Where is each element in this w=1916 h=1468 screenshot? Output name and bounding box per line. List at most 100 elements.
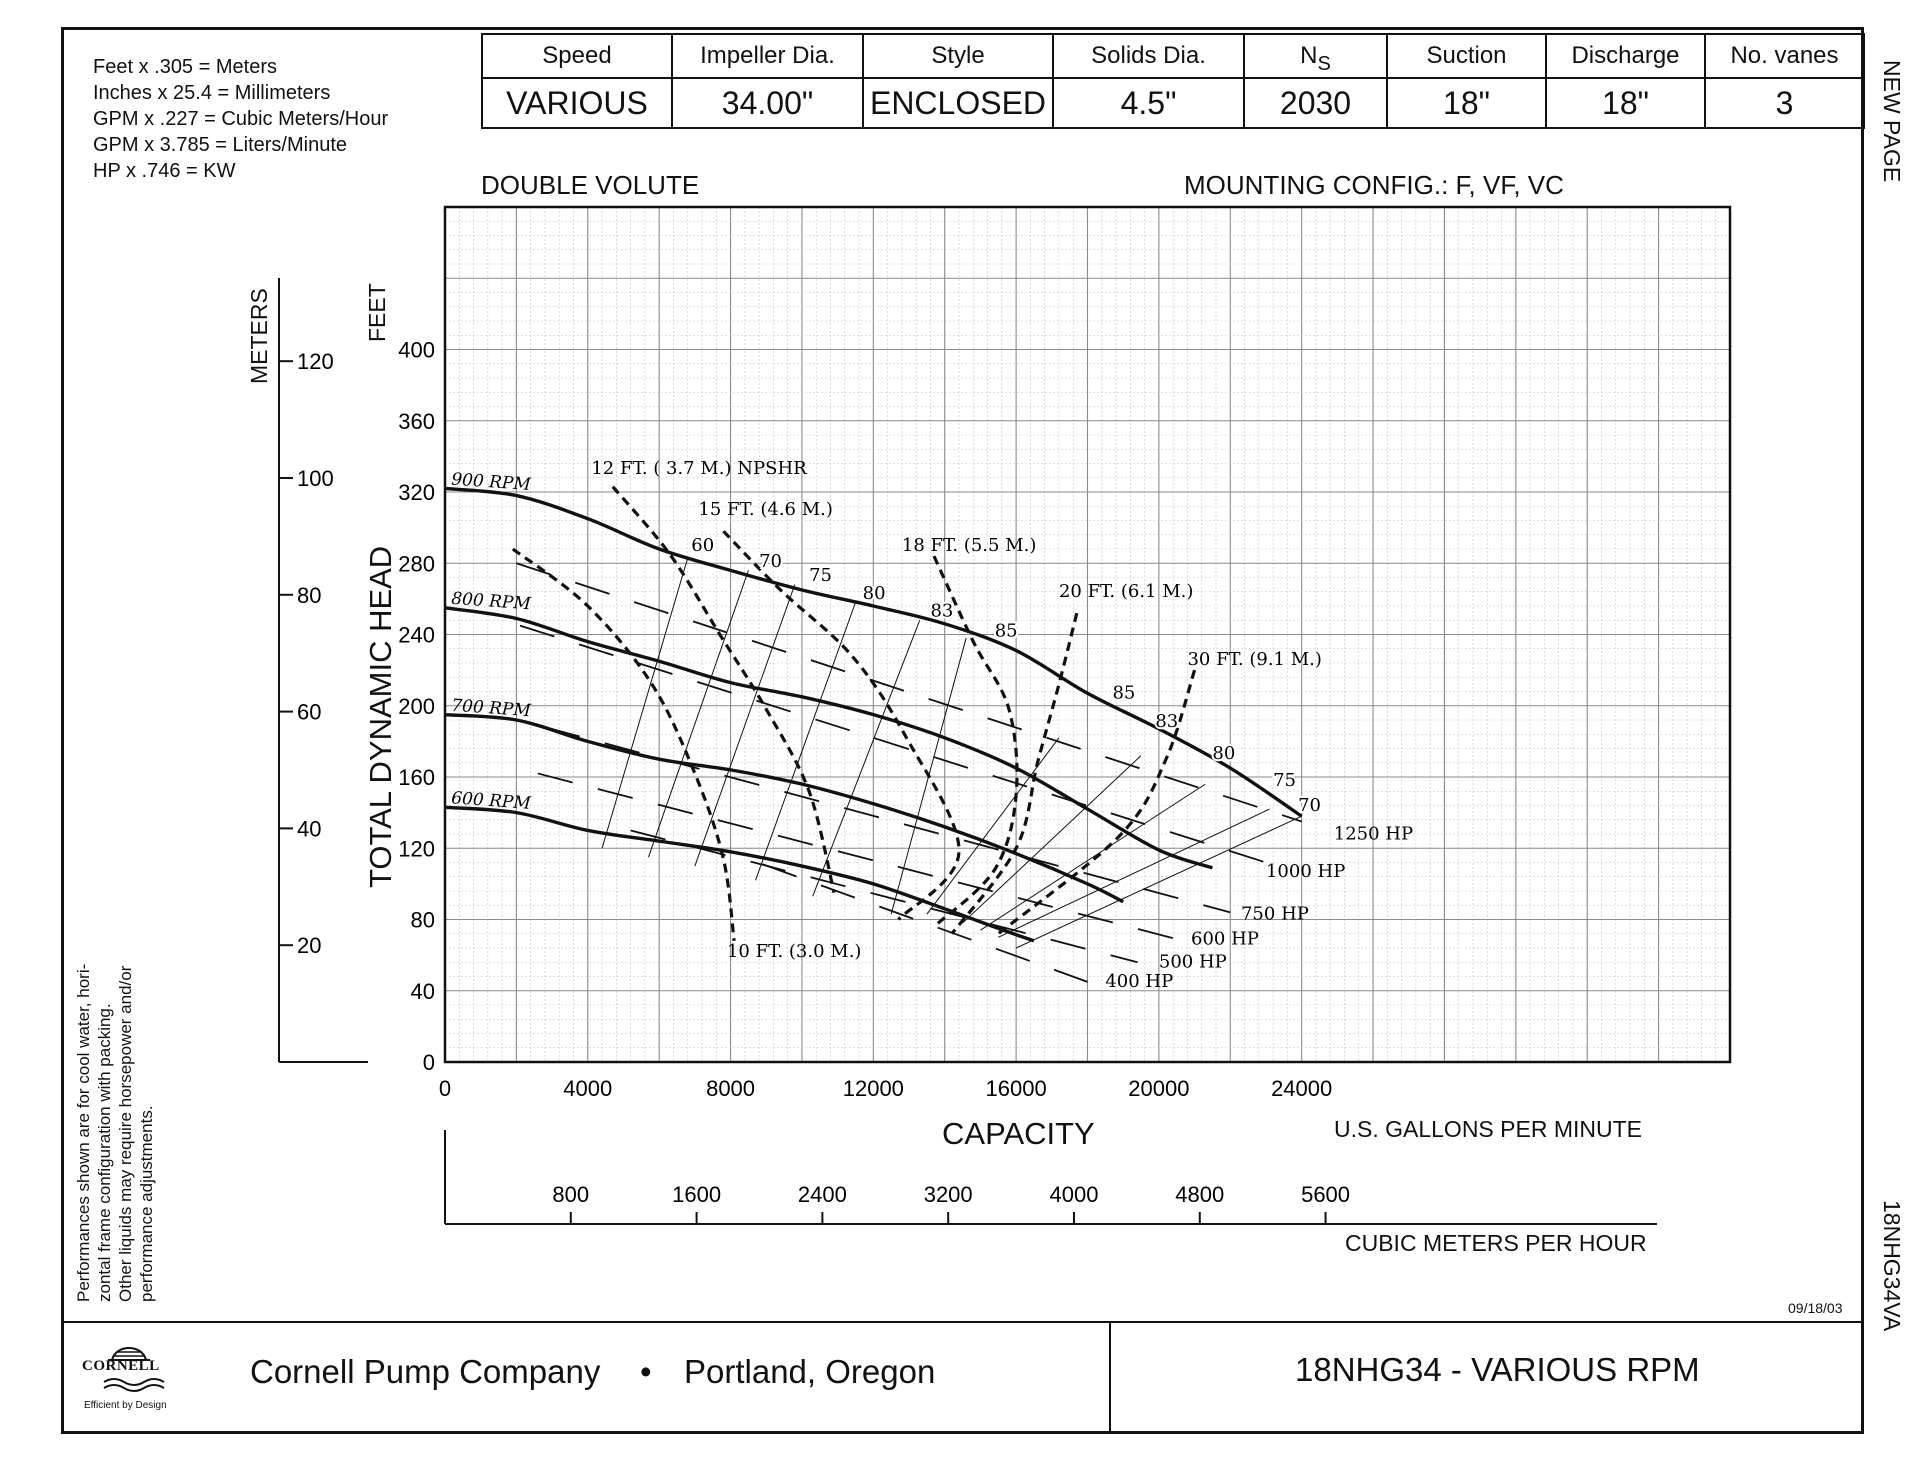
cmh-tick-label: 2400 — [798, 1182, 847, 1207]
conversion-line: GPM x 3.785 = Liters/Minute — [93, 134, 348, 156]
horsepower-label: 1250 HP — [1334, 823, 1413, 844]
rpm-curve — [444, 805, 1035, 943]
y-tick-label: 400 — [398, 338, 435, 363]
efficiency-label: 85 — [995, 620, 1018, 641]
spec-header: No. vanes — [1704, 33, 1865, 79]
efficiency-label: 75 — [1273, 770, 1296, 791]
cmh-tick-label: 800 — [552, 1182, 589, 1207]
footer-bullet: • — [640, 1353, 652, 1390]
npshr-curve — [997, 669, 1197, 935]
conversion-line: Inches x 25.4 = Millimeters — [93, 82, 331, 104]
cmh-tick-label: 4800 — [1175, 1182, 1224, 1207]
efficiency-line — [998, 808, 1270, 938]
rpm-label: 700 RPM — [451, 696, 532, 722]
spec-value: 34.00" — [671, 77, 864, 129]
x-tick-label: 12000 — [843, 1076, 904, 1101]
x-axis-title: CAPACITY — [942, 1116, 1095, 1151]
spec-value: 2030 — [1243, 77, 1388, 129]
meters-tick-label: 120 — [297, 349, 334, 374]
horsepower-line — [762, 863, 1088, 983]
efficiency-line — [962, 755, 1142, 924]
conversion-line: HP x .746 = KW — [93, 160, 236, 182]
y-tick-label: 40 — [411, 979, 435, 1004]
cmh-tick-label: 1600 — [672, 1182, 721, 1207]
sheet-border — [61, 27, 1864, 1434]
efficiency-line — [980, 783, 1206, 931]
efficiency-label: 83 — [930, 601, 953, 622]
x-tick-label: 8000 — [706, 1076, 755, 1101]
horsepower-label: 750 HP — [1241, 904, 1309, 925]
horsepower-line — [519, 624, 1267, 864]
unit-conversions: Feet x .305 = Meters Inches x 25.4 = Mil… — [93, 54, 388, 184]
spec-header: Style — [862, 33, 1054, 79]
spec-value: VARIOUS — [481, 77, 673, 129]
y-tick-label: 160 — [398, 765, 435, 790]
note-line: Performances shown are for cool water, h… — [74, 963, 93, 1302]
horsepower-line — [630, 829, 1138, 964]
efficiency-label: 85 — [1112, 683, 1135, 704]
efficiency-label: 75 — [809, 565, 832, 586]
spec-value: 4.5" — [1052, 77, 1245, 129]
logo-wave-icon — [103, 1378, 165, 1392]
horsepower-label: 600 HP — [1191, 928, 1259, 949]
ns-subscript: S — [1317, 53, 1331, 75]
horsepower-label: 400 HP — [1105, 971, 1173, 992]
y-tick-label: 320 — [398, 480, 435, 505]
x-axis-unit-cmh: CUBIC METERS PER HOUR — [1345, 1230, 1647, 1256]
npshr-curve — [722, 530, 961, 921]
efficiency-line — [647, 570, 749, 858]
npshr-curve — [511, 547, 736, 942]
logo-emblem-icon — [108, 1347, 150, 1361]
rpm-curve — [444, 712, 1124, 904]
efficiency-label: 80 — [863, 583, 886, 604]
spec-value: ENCLOSED — [862, 77, 1054, 129]
y-tick-label: 200 — [398, 694, 435, 719]
efficiency-label: 70 — [759, 551, 782, 572]
spec-header: Speed — [481, 33, 673, 79]
x-tick-label: 0 — [439, 1076, 451, 1101]
rpm-curves — [444, 486, 1303, 943]
meters-tick-label: 100 — [297, 466, 334, 491]
efficiency-label: 70 — [1298, 795, 1321, 816]
x-tick-label: 16000 — [986, 1076, 1047, 1101]
npshr-curve — [950, 612, 1079, 935]
revision-date: 09/18/03 — [1788, 1300, 1843, 1316]
npshr-label: 20 FT. (6.1 M.) — [1059, 581, 1193, 602]
x-tick-label: 24000 — [1271, 1076, 1332, 1101]
performance-notes: Performances shown are for cool water, h… — [73, 964, 157, 1302]
efficiency-line — [812, 620, 921, 897]
cmh-tick-label: 4000 — [1050, 1182, 1099, 1207]
spec-value: 3 — [1704, 77, 1865, 129]
npshr-label: 12 FT. ( 3.7 M.) NPSHR — [591, 458, 807, 479]
logo-name: CORNELL — [82, 1358, 160, 1374]
y-tick-label: 0 — [423, 1050, 435, 1075]
conversion-line: Feet x .305 = Meters — [93, 56, 277, 78]
horsepower-line — [537, 772, 1177, 940]
mounting-config: MOUNTING CONFIG.: F, VF, VC — [1184, 170, 1564, 200]
npshr-curves — [511, 485, 1197, 942]
y-tick-label: 80 — [411, 908, 435, 933]
logo-tagline: Efficient by Design — [84, 1400, 167, 1411]
y-tick-label: 120 — [398, 836, 435, 861]
spec-table: Speed Impeller Dia. Style Solids Dia. NS… — [481, 33, 1865, 129]
spec-header: Impeller Dia. — [671, 33, 864, 79]
y-tick-label: 240 — [398, 623, 435, 648]
efficiency-line — [601, 557, 689, 849]
meters-tick-label: 40 — [297, 816, 321, 841]
y-axis-unit-feet: FEET — [364, 283, 390, 342]
volute-type: DOUBLE VOLUTE — [481, 170, 700, 200]
meters-tick-label: 80 — [297, 583, 321, 608]
npshr-label: 30 FT. (9.1 M.) — [1187, 649, 1321, 670]
efficiency-lines — [601, 557, 1302, 949]
spec-value: 18" — [1545, 77, 1706, 129]
y-tick-label: 360 — [398, 409, 435, 434]
efficiency-line — [755, 602, 856, 881]
spec-header: Suction — [1386, 33, 1547, 79]
meters-tick-label: 60 — [297, 700, 321, 725]
x-axis-unit-gpm: U.S. GALLONS PER MINUTE — [1334, 1116, 1643, 1142]
x-tick-label: 4000 — [563, 1076, 612, 1101]
